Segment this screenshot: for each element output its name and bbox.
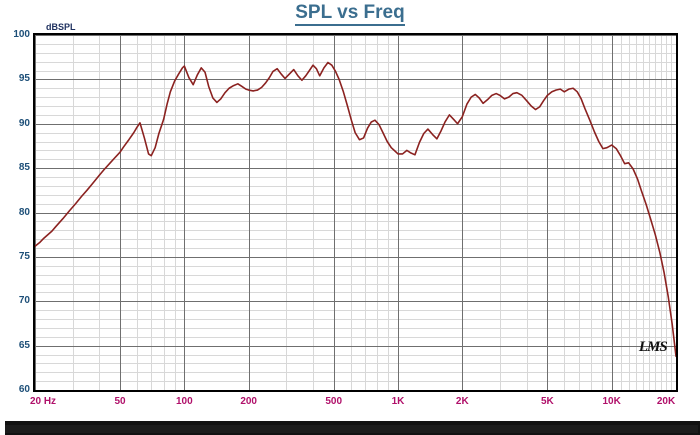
x-axis-tick-200: 200 [240,396,257,407]
window-bottom-bar-notch [0,421,5,435]
y-axis-tick-60: 60 [18,384,30,395]
y-axis-unit-label: dBSPL [46,22,76,32]
window-bottom-bar-inner [4,425,698,433]
plot-area [33,33,678,392]
x-axis-tick-500: 500 [325,396,343,407]
x-axis-tick-2000: 2K [455,396,469,407]
grid-minor-lines [35,35,676,390]
x-axis-tick-20: 20 Hz [29,396,57,407]
plot-svg [35,35,676,390]
y-axis-tick-90: 90 [18,117,30,129]
grid-major-lines [35,35,676,390]
y-axis-tick-95: 95 [18,73,30,85]
x-axis-tick-1000: 1K [391,396,405,407]
y-axis-tick-75: 75 [18,250,30,262]
y-axis-tick-100: 100 [13,29,30,40]
y-axis-tick-85: 85 [18,162,30,174]
spl-curve [35,61,676,358]
y-axis-tick-80: 80 [18,206,30,218]
x-axis-tick-100: 100 [176,396,193,407]
chart-title: SPL vs Freq [0,2,700,26]
x-axis-tick-5000: 5K [540,396,554,407]
chart-title-text: SPL vs Freq [295,2,405,26]
y-axis-tick-70: 70 [18,295,30,307]
x-axis-tick-20000: 20K [656,396,676,407]
y-axis-tick-65: 65 [18,339,30,351]
x-axis-tick-50: 50 [114,396,126,407]
x-axis-tick-10000: 10K [602,396,621,407]
lms-watermark: LMS [638,339,668,356]
